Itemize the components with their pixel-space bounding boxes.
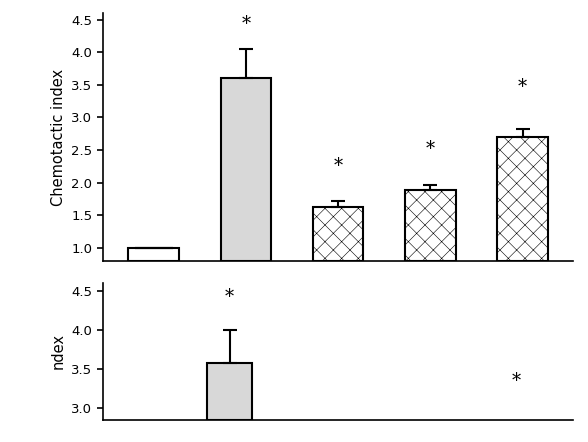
Bar — [220, 78, 271, 261]
Y-axis label: Chemotactic index: Chemotactic index — [51, 69, 66, 206]
Bar — [128, 248, 179, 261]
Bar — [497, 137, 548, 261]
Bar — [405, 191, 456, 261]
Text: *: * — [241, 15, 250, 33]
Text: *: * — [225, 288, 234, 306]
Text: *: * — [512, 372, 520, 390]
Bar — [313, 207, 363, 261]
Text: *: * — [426, 140, 435, 158]
Y-axis label: ndex: ndex — [51, 333, 66, 370]
Bar — [207, 363, 252, 420]
Text: *: * — [518, 78, 527, 96]
Text: *: * — [333, 157, 343, 175]
